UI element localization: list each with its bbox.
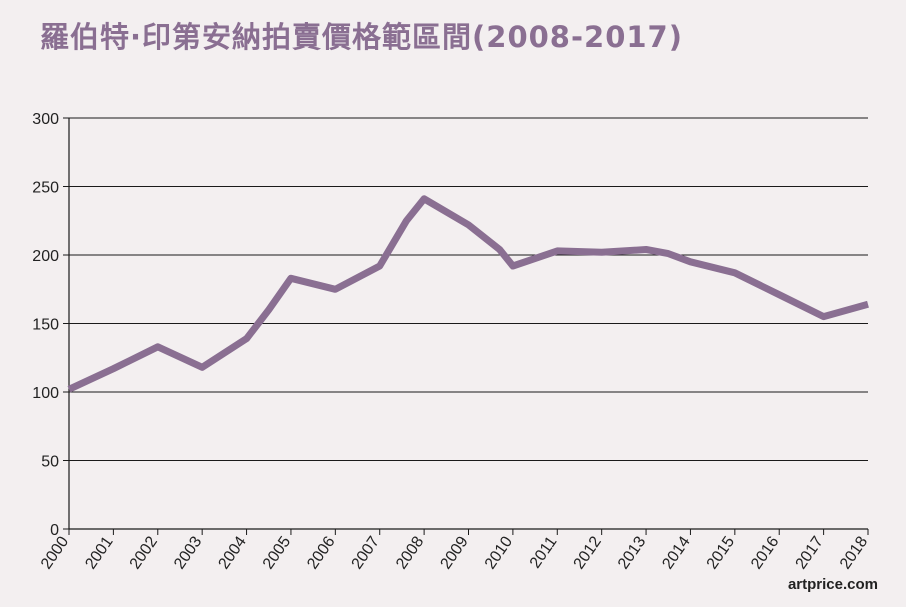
x-tick-label: 2001 bbox=[82, 533, 116, 572]
y-tick-label: 250 bbox=[32, 180, 59, 197]
x-tick-label: 2003 bbox=[171, 533, 205, 572]
y-tick-label: 0 bbox=[50, 522, 59, 539]
axes bbox=[63, 117, 869, 535]
x-tick-label: 2011 bbox=[527, 533, 561, 571]
y-tick-label: 200 bbox=[32, 248, 59, 265]
y-tick-label: 300 bbox=[32, 111, 59, 128]
x-tick-label: 2013 bbox=[615, 533, 649, 572]
y-tick-label: 150 bbox=[32, 317, 59, 334]
x-tick-label: 2005 bbox=[260, 533, 294, 572]
y-tick-label: 50 bbox=[41, 454, 59, 471]
x-tick-labels: 2000 2001 2002 2003 2004 2005 2006 2007 2008 2009… bbox=[38, 533, 871, 572]
x-tick-label: 2018 bbox=[837, 533, 871, 572]
series-lines bbox=[67, 195, 869, 393]
y-tick-labels: 0 50 100 150 200 250 300 bbox=[32, 111, 59, 539]
x-tick-label: 2009 bbox=[437, 533, 471, 572]
chart-title: 羅伯特·印第安納拍賣價格範區間(2008-2017) bbox=[40, 20, 683, 54]
gridlines bbox=[69, 117, 868, 461]
x-tick-label: 2016 bbox=[748, 533, 782, 572]
x-tick-label: 2010 bbox=[482, 533, 516, 572]
x-tick-label: 2012 bbox=[571, 533, 605, 572]
x-tick-label: 2006 bbox=[304, 533, 338, 572]
x-tick-label: 2000 bbox=[38, 533, 72, 572]
x-tick-label: 2007 bbox=[349, 533, 383, 572]
x-tick-label: 2004 bbox=[215, 533, 249, 572]
x-tick-label: 2015 bbox=[704, 533, 738, 572]
watermark-logo: artprice.com bbox=[787, 576, 878, 593]
x-tick-label: 2017 bbox=[793, 533, 827, 572]
x-tick-label: 2014 bbox=[659, 533, 693, 572]
x-tick-label: 2008 bbox=[393, 533, 427, 572]
series-line-0 bbox=[67, 195, 869, 393]
x-tick-label: 2002 bbox=[127, 533, 161, 572]
y-tick-label: 100 bbox=[32, 385, 59, 402]
